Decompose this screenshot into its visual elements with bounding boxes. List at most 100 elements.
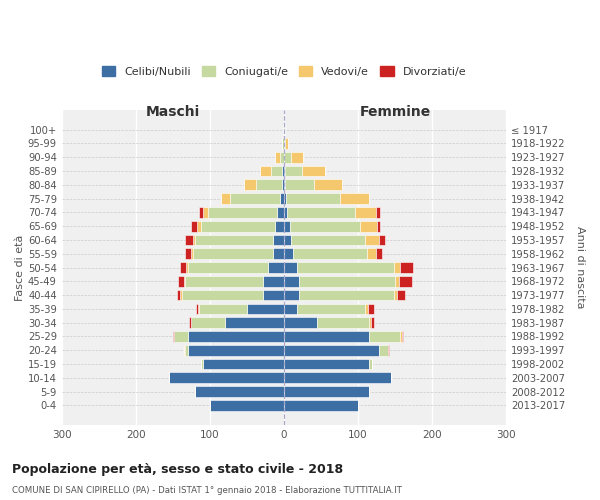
Bar [400,262,413,273]
Bar [292,234,365,246]
Bar [191,221,197,232]
Bar [275,221,284,232]
Bar [379,345,388,356]
Bar [230,193,280,204]
Bar [360,221,377,232]
Bar [284,290,299,300]
Bar [369,358,372,370]
Y-axis label: Anni di nascita: Anni di nascita [575,226,585,309]
Bar [285,124,286,135]
Text: COMUNE DI SAN CIPIRELLO (PA) - Dati ISTAT 1° gennaio 2018 - Elaborazione TUTTITA: COMUNE DI SAN CIPIRELLO (PA) - Dati ISTA… [12,486,402,495]
Bar [394,262,400,273]
Bar [284,138,286,149]
Bar [169,372,284,383]
Bar [394,290,397,300]
Bar [273,248,284,259]
Bar [191,248,193,259]
Bar [198,304,199,314]
Bar [188,262,268,273]
Bar [367,248,376,259]
Bar [256,180,282,190]
Bar [193,248,273,259]
Bar [208,207,277,218]
Bar [175,331,188,342]
Bar [284,345,379,356]
Bar [284,386,369,397]
Bar [388,345,389,356]
Bar [186,262,188,273]
Bar [273,234,284,246]
Bar [287,207,355,218]
Bar [298,304,365,314]
Bar [268,262,284,273]
Bar [286,193,340,204]
Bar [302,166,325,176]
Bar [400,331,402,342]
Bar [263,276,284,286]
Bar [283,138,284,149]
Bar [314,180,342,190]
Bar [286,138,289,149]
Bar [369,318,371,328]
Bar [284,262,298,273]
Bar [284,372,391,383]
Bar [355,207,376,218]
Bar [191,318,225,328]
Bar [284,358,369,370]
Bar [284,193,286,204]
Bar [284,207,287,218]
Bar [277,207,284,218]
Bar [286,166,302,176]
Bar [182,290,263,300]
Y-axis label: Fasce di età: Fasce di età [15,234,25,300]
Bar [247,304,284,314]
Bar [340,193,369,204]
Bar [365,304,368,314]
Bar [178,290,180,300]
Bar [284,234,292,246]
Bar [368,304,374,314]
Bar [376,248,382,259]
Bar [317,318,369,328]
Bar [280,152,284,162]
Bar [395,276,399,286]
Bar [199,207,203,218]
Bar [185,276,263,286]
Bar [185,248,191,259]
Text: Femmine: Femmine [359,104,431,118]
Bar [283,166,284,176]
Bar [284,248,293,259]
Bar [195,234,273,246]
Bar [369,331,400,342]
Bar [284,276,299,286]
Bar [184,345,185,356]
Bar [298,262,394,273]
Bar [397,290,405,300]
Bar [260,166,271,176]
Bar [244,180,256,190]
Bar [292,152,303,162]
Legend: Celibi/Nubili, Coniugati/e, Vedovi/e, Divorziati/e: Celibi/Nubili, Coniugati/e, Vedovi/e, Di… [97,62,470,82]
Bar [185,345,188,356]
Bar [275,152,280,162]
Bar [377,221,380,232]
Bar [178,276,184,286]
Bar [221,193,230,204]
Bar [299,276,395,286]
Bar [284,124,285,135]
Bar [184,276,185,286]
Bar [284,221,290,232]
Bar [402,331,403,342]
Bar [284,304,298,314]
Bar [173,331,175,342]
Bar [284,152,292,162]
Bar [193,234,195,246]
Bar [197,221,201,232]
Bar [185,234,193,246]
Bar [199,304,247,314]
Bar [210,400,284,411]
Bar [284,318,317,328]
Bar [376,207,380,218]
Bar [293,248,367,259]
Bar [263,290,284,300]
